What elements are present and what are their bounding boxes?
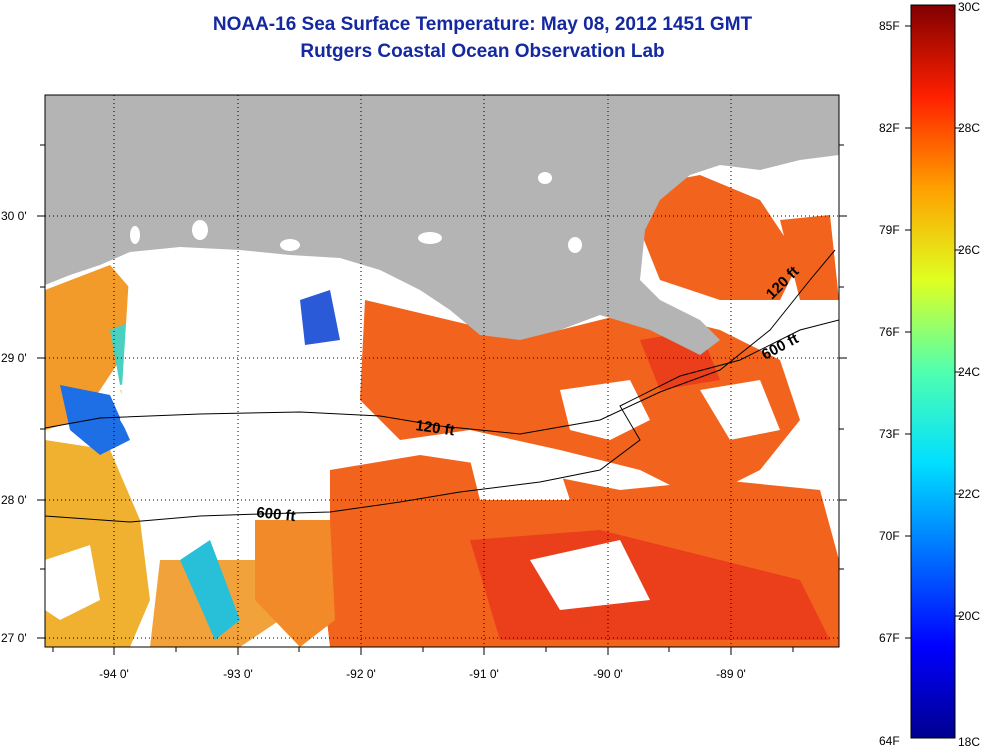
x-tick-label: -92 0' [346,667,376,681]
colorbar-label-f: 73F [879,427,900,441]
colorbar-label-c: 20C [958,609,980,623]
colorbar-label-f: 79F [879,223,900,237]
colorbar-label-f: 85F [879,19,900,33]
colorbar-label-f: 70F [879,529,900,543]
colorbar-label-c: 26C [958,243,980,257]
contour-label-120ft-left: 120 ft [414,417,455,439]
y-tick-label: 29 0' [1,351,27,365]
x-axis-labels: -94 0' -93 0' -92 0' -91 0' -90 0' -89 0… [99,667,746,681]
x-tick-label: -91 0' [469,667,499,681]
plot-frame [44,94,840,648]
bathymetry-contours [45,249,839,523]
map-title: NOAA-16 Sea Surface Temperature: May 08,… [212,14,753,35]
land-mass [45,95,839,355]
axis-ticks [37,144,847,655]
y-tick-label: 30 0' [1,209,27,223]
map-subtitle: Rutgers Coastal Ocean Observation Lab [300,41,665,62]
temperature-colorbar: 85F 82F 79F 76F 73F 70F 67F 64F 30C 28C … [879,0,980,749]
cloud-gaps [45,260,780,620]
contour-120ft [45,249,836,435]
colorbar-label-f: 76F [879,325,900,339]
x-tick-label: -93 0' [223,667,253,681]
colorbar-label-c: 22C [958,487,980,501]
lat-lon-grid [45,95,839,647]
colorbar-label-f: 67F [879,631,900,645]
x-tick-label: -94 0' [99,667,129,681]
x-tick-label: -89 0' [716,667,746,681]
y-tick-label: 27 0' [1,631,27,645]
colorbar-label-c: 28C [958,121,980,135]
colorbar-label-c: 24C [958,365,980,379]
x-tick-label: -90 0' [593,667,623,681]
contour-label-600ft-left: 600 ft [256,504,297,525]
land-lakes [130,160,640,253]
contour-600ft [45,319,839,523]
colorbar-label-c: 30C [958,0,980,14]
colorbar-gradient [910,4,956,739]
y-tick-label: 28 0' [1,493,27,507]
colorbar-label-f: 64F [879,734,900,748]
colorbar-label-c: 18C [958,735,980,749]
sst-data-layer: 120 ft 600 ft 120 ft 600 ft [45,95,839,647]
colorbar-label-f: 82F [879,121,900,135]
y-axis-labels: 30 0' 29 0' 28 0' 27 0' [1,209,27,645]
